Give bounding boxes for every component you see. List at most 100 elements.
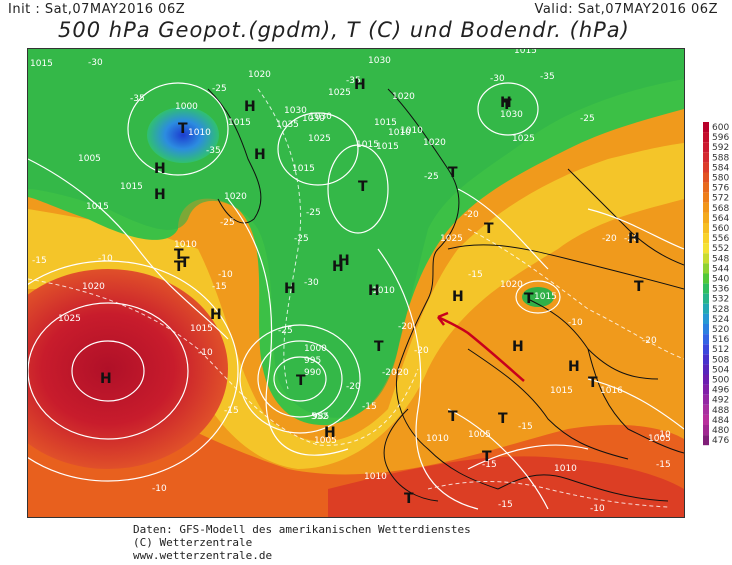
scale-swatch xyxy=(703,344,709,355)
scale-label: 492 xyxy=(712,396,729,406)
isobar-label: 1010 xyxy=(188,128,211,138)
temperature-label: -15 xyxy=(498,500,513,510)
high-marker: H xyxy=(338,253,350,269)
annotation-arrow xyxy=(437,315,525,382)
temperature-label: -30 xyxy=(88,58,103,68)
isobar-label: 1010 xyxy=(388,128,411,138)
temperature-label: -10 xyxy=(656,430,671,440)
low-marker: T xyxy=(634,279,644,295)
temperature-label: -20 xyxy=(464,210,479,220)
scale-swatch xyxy=(703,172,709,183)
scale-label: 532 xyxy=(712,295,729,305)
scale-label: 504 xyxy=(712,365,729,375)
temperature-label: -15 xyxy=(468,270,483,280)
temperature-label: -10 xyxy=(152,484,167,494)
low-markers: T T T T T T T T T T T T T T T T T xyxy=(174,97,644,507)
high-marker: H xyxy=(284,281,296,297)
scale-swatch xyxy=(703,394,709,405)
isobar-label: 1016 xyxy=(600,386,623,396)
isobar-label: 1025 xyxy=(440,234,463,244)
isobar-label: 1020 xyxy=(82,282,105,292)
scale-swatch xyxy=(703,273,709,284)
low-marker: T xyxy=(502,97,512,113)
temperature-label: -15 xyxy=(224,406,239,416)
scale-label: 588 xyxy=(712,153,729,163)
isobar-label: 1035 xyxy=(276,120,299,130)
temperature-label: -10 xyxy=(218,270,233,280)
isobar-label: 1015 xyxy=(190,324,213,334)
scale-label: 564 xyxy=(712,214,729,224)
weather-map: 1015 1010 1000 1005 1015 1015 1010 1025 … xyxy=(27,48,685,518)
temperature-label: -10 xyxy=(198,348,213,358)
isobar-label: 1000 xyxy=(304,344,327,354)
scale-label: 568 xyxy=(712,204,729,214)
footer-data-source: Daten: GFS-Modell des amerikanischen Wet… xyxy=(133,523,471,536)
scale-label: 484 xyxy=(712,416,729,426)
isobar-label: 1010 xyxy=(174,240,197,250)
scale-label: 540 xyxy=(712,275,729,285)
isobar-label: 995 xyxy=(304,356,321,366)
isobar-label: 1000 xyxy=(175,102,198,112)
scale-label: 580 xyxy=(712,174,729,184)
isobar-label: 1015 xyxy=(356,140,379,150)
temperature-label: -30 xyxy=(304,278,319,288)
high-marker: H xyxy=(628,231,640,247)
scale-label: 556 xyxy=(712,234,729,244)
scale-swatch xyxy=(703,233,709,244)
temperature-label: -20 xyxy=(642,336,657,346)
temperature-label: -20 xyxy=(602,234,617,244)
isobar-label: 1030 xyxy=(500,110,523,120)
cold-cell-east xyxy=(522,287,554,307)
coastlines xyxy=(207,88,684,502)
scale-label: 500 xyxy=(712,376,729,386)
isobar-label: 1025 xyxy=(308,134,331,144)
scale-label: 512 xyxy=(712,345,729,355)
isobar-label: 1030 xyxy=(302,114,325,124)
high-marker: H xyxy=(210,307,222,323)
isobar-label: 1020 xyxy=(248,70,271,80)
isobar-label: 1015 xyxy=(30,59,53,69)
low-marker: T xyxy=(448,165,458,181)
low-marker: T xyxy=(498,411,508,427)
isobar-label: 1010 xyxy=(400,126,423,136)
scale-swatch xyxy=(703,303,709,314)
scale-swatch xyxy=(703,324,709,335)
scale-swatch xyxy=(703,152,709,163)
scale-swatch xyxy=(703,162,709,173)
color-scale: 6005965925885845805765725685645605565525… xyxy=(703,122,729,446)
scale-label: 572 xyxy=(712,194,729,204)
temperature-label: -25 xyxy=(580,114,595,124)
temperature-label: -15 xyxy=(482,460,497,470)
low-marker: T xyxy=(404,491,414,507)
isobar-label: 985 xyxy=(312,412,329,422)
annotation-arrow-head xyxy=(437,311,449,326)
temperature-label: -25 xyxy=(220,218,235,228)
low-marker: T xyxy=(524,291,534,307)
isobar-label: 1020 xyxy=(224,192,247,202)
scale-swatch xyxy=(703,202,709,213)
scale-swatch xyxy=(703,364,709,375)
scale-swatch xyxy=(703,263,709,274)
temperature-label: -20 xyxy=(346,382,361,392)
high-marker: H xyxy=(154,161,166,177)
valid-time: Valid: Sat,07MAY2016 06Z xyxy=(534,2,718,17)
low-marker: T xyxy=(180,255,190,271)
isobar-label: 1015 xyxy=(514,49,537,56)
map-canvas: 1015 1010 1000 1005 1015 1015 1010 1025 … xyxy=(28,49,684,517)
scale-swatch xyxy=(703,122,709,133)
isobar-label: 1020 xyxy=(500,280,523,290)
high-markers: H H H H H H H H H H H H H H H H H xyxy=(100,77,640,441)
scale-swatch xyxy=(703,384,709,395)
isobar-label: 1005 xyxy=(648,434,671,444)
cold-low-center xyxy=(147,107,219,163)
scale-swatch xyxy=(703,253,709,264)
scale-label: 516 xyxy=(712,335,729,345)
scale-swatch xyxy=(703,182,709,193)
footer-url: www.wetterzentrale.de xyxy=(133,549,273,562)
isobar-label: 990 xyxy=(304,368,321,378)
isobar-label: 1015 xyxy=(228,118,251,128)
scale-label: 584 xyxy=(712,163,729,173)
temperature-label: -20 xyxy=(624,234,639,244)
scale-label: 552 xyxy=(712,244,729,254)
isobar-lines xyxy=(28,82,684,510)
